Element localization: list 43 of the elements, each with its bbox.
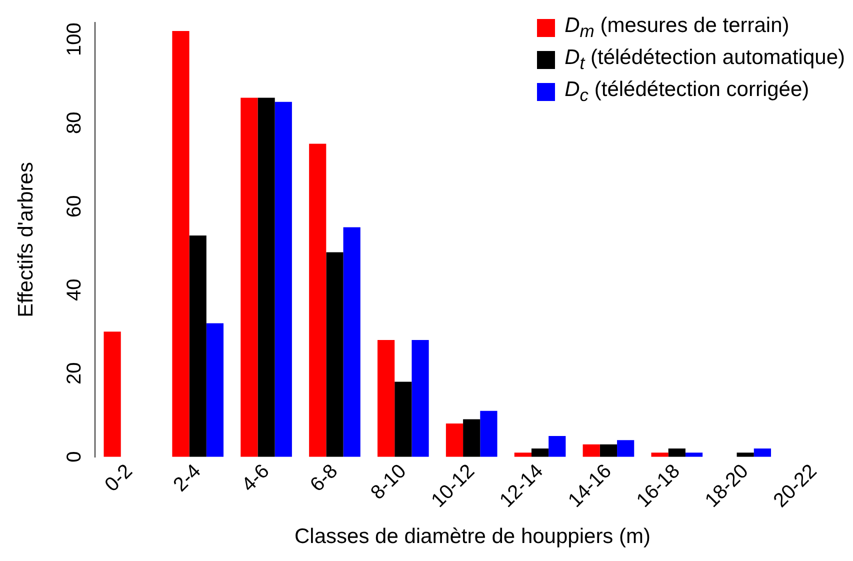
x-tick-label: 8-10 bbox=[366, 460, 411, 504]
y-tick-label: 40 bbox=[64, 278, 86, 301]
legend-label: D$_{c}$ (télédétection corrigée) bbox=[564, 78, 810, 107]
bar bbox=[258, 98, 275, 457]
bar bbox=[412, 340, 429, 457]
bar bbox=[514, 452, 532, 457]
bar bbox=[736, 452, 754, 457]
bar bbox=[240, 98, 258, 457]
y-tick-label: 60 bbox=[64, 195, 86, 218]
bar bbox=[582, 444, 600, 457]
bar bbox=[326, 252, 344, 457]
bar bbox=[274, 102, 292, 457]
y-tick-label: 100 bbox=[64, 22, 86, 56]
bar bbox=[668, 448, 686, 457]
bar bbox=[463, 419, 480, 457]
bar bbox=[617, 440, 634, 457]
bar bbox=[548, 436, 566, 457]
bar bbox=[343, 227, 360, 457]
bar bbox=[651, 452, 668, 457]
bar bbox=[394, 382, 412, 457]
bar bbox=[378, 340, 395, 457]
y-tick-label: 80 bbox=[64, 112, 86, 134]
x-tick-label: 0-2 bbox=[100, 460, 137, 496]
bar bbox=[309, 144, 326, 457]
bar bbox=[104, 332, 121, 457]
x-axis-title: Classes de diamètre de houppiers (m) bbox=[294, 525, 652, 549]
y-tick-label: 20 bbox=[64, 362, 86, 384]
y-tick-label: 0 bbox=[64, 451, 86, 462]
bar bbox=[446, 423, 464, 457]
legend-label: D$_{m}$ (mesures de terrain) bbox=[564, 14, 790, 42]
x-tick-label: 4-6 bbox=[238, 460, 274, 496]
bar bbox=[531, 448, 549, 457]
legend-label: D$_{t}$ (télédétection automatique) bbox=[564, 46, 845, 74]
x-tick-label: 2-4 bbox=[169, 460, 206, 496]
bar bbox=[754, 448, 772, 457]
bar bbox=[172, 30, 190, 457]
bar bbox=[189, 236, 206, 457]
bar bbox=[480, 410, 498, 457]
bar bbox=[206, 323, 224, 457]
bar bbox=[685, 452, 703, 457]
x-tick-label: 6-8 bbox=[306, 460, 342, 496]
y-axis-title: Effectifs d'arbres bbox=[14, 162, 38, 318]
bar bbox=[600, 444, 618, 457]
